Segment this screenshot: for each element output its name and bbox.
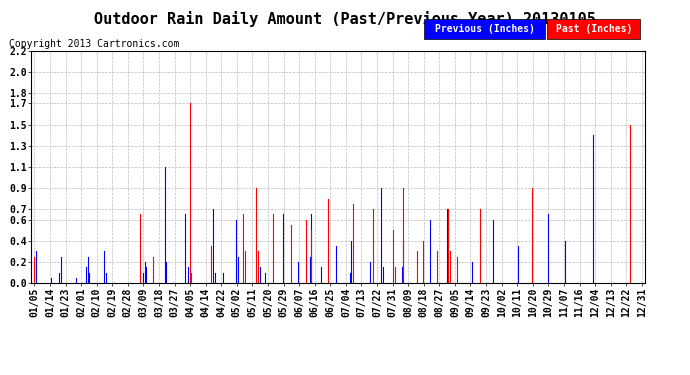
Text: Outdoor Rain Daily Amount (Past/Previous Year) 20130105: Outdoor Rain Daily Amount (Past/Previous… bbox=[94, 11, 596, 27]
Text: Past (Inches): Past (Inches) bbox=[555, 24, 632, 34]
Text: Copyright 2013 Cartronics.com: Copyright 2013 Cartronics.com bbox=[9, 39, 179, 50]
Text: Previous (Inches): Previous (Inches) bbox=[435, 24, 535, 34]
